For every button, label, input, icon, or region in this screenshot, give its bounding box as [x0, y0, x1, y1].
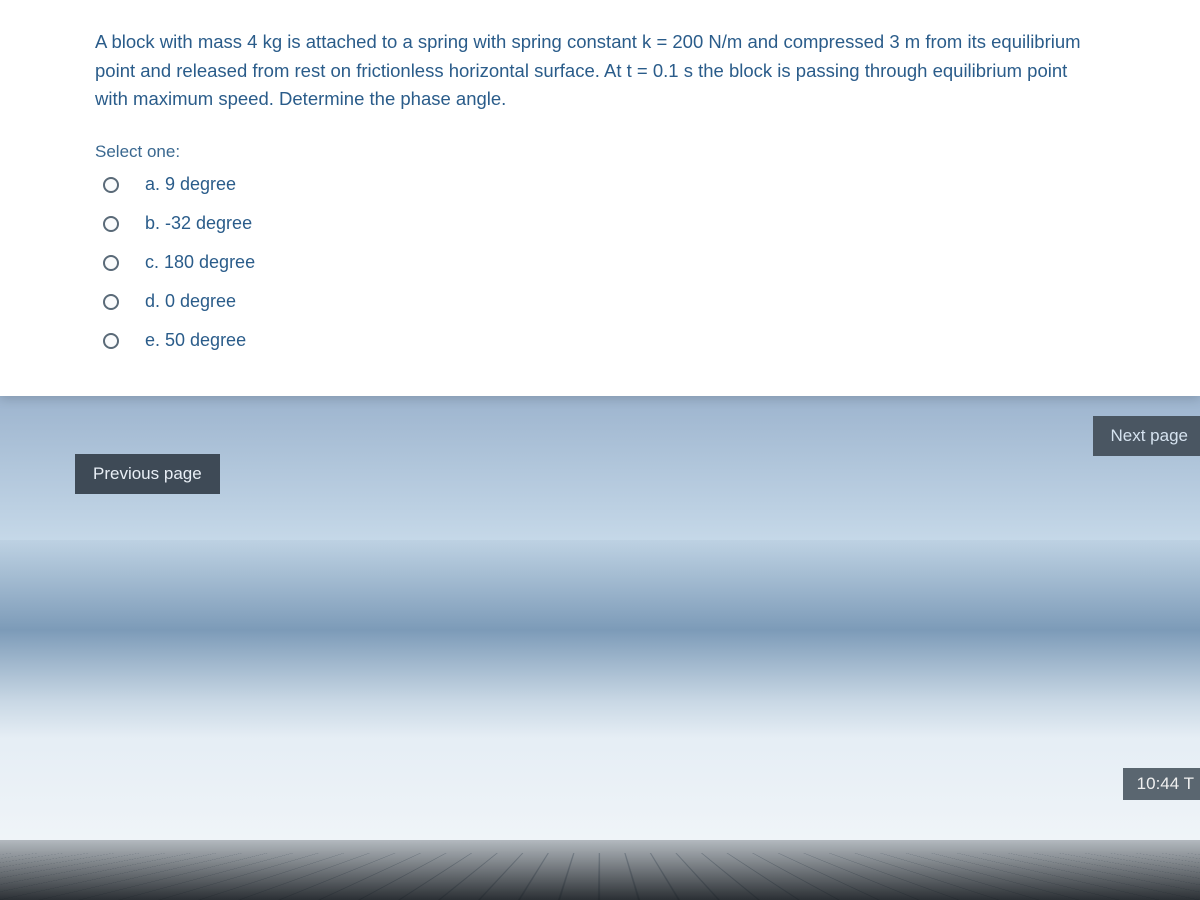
- options-group: a. 9 degree b. -32 degree c. 180 degree …: [95, 174, 1105, 351]
- option-row[interactable]: e. 50 degree: [103, 330, 1105, 351]
- radio-icon[interactable]: [103, 177, 119, 193]
- option-label: c. 180 degree: [145, 252, 255, 273]
- question-text: A block with mass 4 kg is attached to a …: [95, 28, 1105, 114]
- radio-icon[interactable]: [103, 216, 119, 232]
- option-label: a. 9 degree: [145, 174, 236, 195]
- option-label: e. 50 degree: [145, 330, 246, 351]
- time-badge: 10:44 T: [1123, 768, 1200, 800]
- previous-page-button[interactable]: Previous page: [75, 454, 220, 494]
- option-row[interactable]: b. -32 degree: [103, 213, 1105, 234]
- option-label: d. 0 degree: [145, 291, 236, 312]
- radio-icon[interactable]: [103, 255, 119, 271]
- next-page-button[interactable]: Next page: [1093, 416, 1200, 456]
- radio-icon[interactable]: [103, 294, 119, 310]
- screen-edge: [0, 840, 1200, 900]
- option-row[interactable]: d. 0 degree: [103, 291, 1105, 312]
- option-label: b. -32 degree: [145, 213, 252, 234]
- question-card: A block with mass 4 kg is attached to a …: [0, 0, 1200, 396]
- navigation-bar: Next page Previous page: [0, 416, 1200, 496]
- radio-icon[interactable]: [103, 333, 119, 349]
- select-one-label: Select one:: [95, 142, 1105, 162]
- background-gradient: 10:44 T: [0, 540, 1200, 900]
- option-row[interactable]: c. 180 degree: [103, 252, 1105, 273]
- option-row[interactable]: a. 9 degree: [103, 174, 1105, 195]
